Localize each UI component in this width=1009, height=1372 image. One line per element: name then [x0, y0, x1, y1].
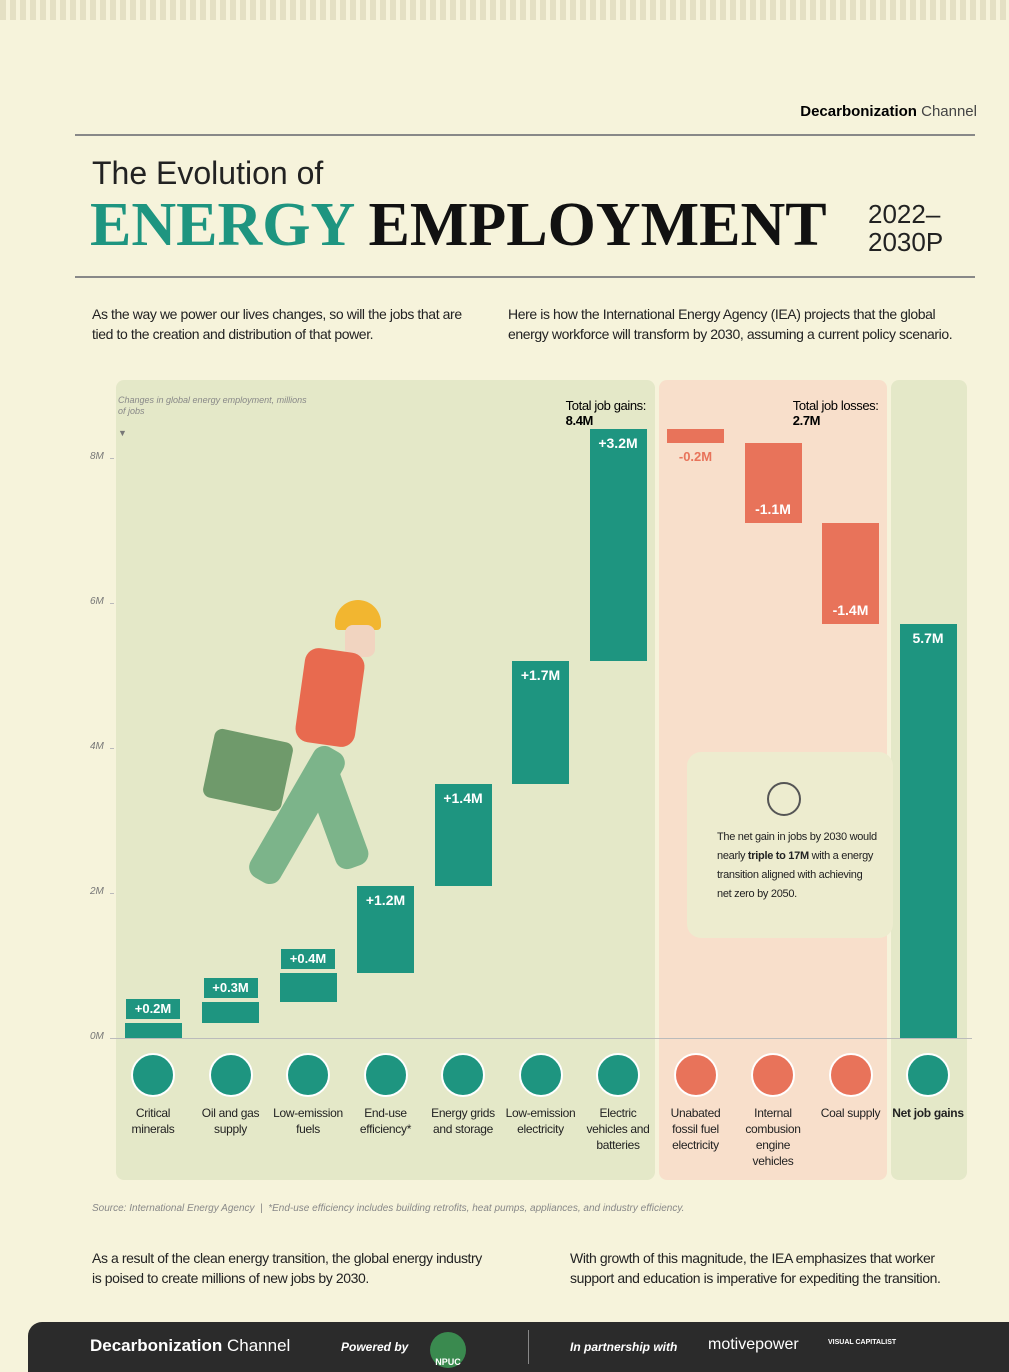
value-label: 5.7M [900, 630, 956, 646]
axis-arrow: ▼ [118, 428, 127, 438]
outro-left: As a result of the clean energy transiti… [92, 1248, 482, 1288]
tick-mark [110, 893, 114, 894]
group-header-total: 8.4M [566, 413, 593, 428]
category-label: Unabated fossil fuel electricity [658, 1105, 734, 1153]
group-header-total: 2.7M [793, 413, 820, 428]
footer-divider [528, 1330, 529, 1364]
axis-line [110, 1038, 972, 1039]
value-label: -1.1M [745, 501, 801, 517]
chart: Changes in global energy employment, mil… [0, 0, 1009, 1372]
category-icon [751, 1053, 795, 1097]
footer-powered: Powered by [341, 1340, 408, 1354]
source: Source: International Energy Agency | *E… [92, 1203, 684, 1214]
footer-npuc: NPUC [430, 1332, 466, 1368]
note-icon [767, 782, 801, 816]
page: Decarbonization Channel The Evolution of… [0, 0, 1009, 1372]
footer-brand: Decarbonization Channel [90, 1336, 290, 1356]
group-header: Total job gains: 8.4M [566, 398, 646, 428]
value-label: +1.2M [358, 892, 414, 908]
category-icon [829, 1053, 873, 1097]
category-label: End-use efficiency* [348, 1105, 424, 1137]
value-label: -1.4M [823, 602, 879, 618]
footer-vc: VISUAL CAPITALIST [828, 1338, 918, 1347]
category-icon [441, 1053, 485, 1097]
y-tick-label: 8M [90, 451, 104, 462]
value-label: +1.4M [435, 790, 491, 806]
y-tick-label: 2M [90, 886, 104, 897]
value-label: +0.3M [204, 978, 258, 998]
category-label: Net job gains [890, 1105, 966, 1121]
category-label: Low-emission electricity [503, 1105, 579, 1137]
value-label: +3.2M [590, 435, 646, 451]
value-label: +0.2M [126, 999, 180, 1019]
bar [900, 624, 957, 1038]
axis-note: Changes in global energy employment, mil… [118, 395, 308, 417]
value-label: +0.4M [281, 949, 335, 969]
bar [280, 973, 337, 1002]
group-header-name: Total job losses: [793, 398, 879, 413]
category-icon [519, 1053, 563, 1097]
bar [667, 429, 724, 444]
bar [125, 1023, 182, 1038]
category-label: Internal combusion engine vehicles [735, 1105, 811, 1169]
category-label: Coal supply [813, 1105, 889, 1121]
note-text: The net gain in jobs by 2030 would nearl… [717, 828, 877, 904]
category-icon [906, 1053, 950, 1097]
category-icon [596, 1053, 640, 1097]
category-icon [209, 1053, 253, 1097]
footer-partner: In partnership with [570, 1340, 677, 1354]
category-icon [286, 1053, 330, 1097]
category-label: Low-emission fuels [270, 1105, 346, 1137]
footer-motive: motivepower [708, 1336, 799, 1354]
y-tick-label: 6M [90, 596, 104, 607]
group-header: Total job losses: 2.7M [793, 398, 879, 428]
y-tick-label: 0M [90, 1031, 104, 1042]
tick-mark [110, 748, 114, 749]
category-icon [131, 1053, 175, 1097]
category-label: Critical minerals [115, 1105, 191, 1137]
y-tick-label: 4M [90, 741, 104, 752]
bar [202, 1002, 259, 1024]
tick-mark [110, 603, 114, 604]
note-bold: triple to 17M [748, 850, 809, 862]
category-icon [364, 1053, 408, 1097]
footer-brand-light: Channel [227, 1336, 290, 1355]
value-label: -0.2M [668, 449, 724, 464]
tick-mark [110, 458, 114, 459]
bar [590, 429, 647, 661]
category-label: Oil and gas supply [193, 1105, 269, 1137]
category-label: Energy grids and storage [425, 1105, 501, 1137]
note-box: The net gain in jobs by 2030 would nearl… [687, 752, 893, 938]
value-label: +1.7M [513, 667, 569, 683]
category-label: Electric vehicles and batteries [580, 1105, 656, 1153]
outro-right: With growth of this magnitude, the IEA e… [570, 1248, 970, 1288]
category-icon [674, 1053, 718, 1097]
footer-brand-bold: Decarbonization [90, 1336, 222, 1355]
group-header-name: Total job gains: [566, 398, 646, 413]
footer: Decarbonization Channel Powered by NPUC … [28, 1322, 1009, 1372]
